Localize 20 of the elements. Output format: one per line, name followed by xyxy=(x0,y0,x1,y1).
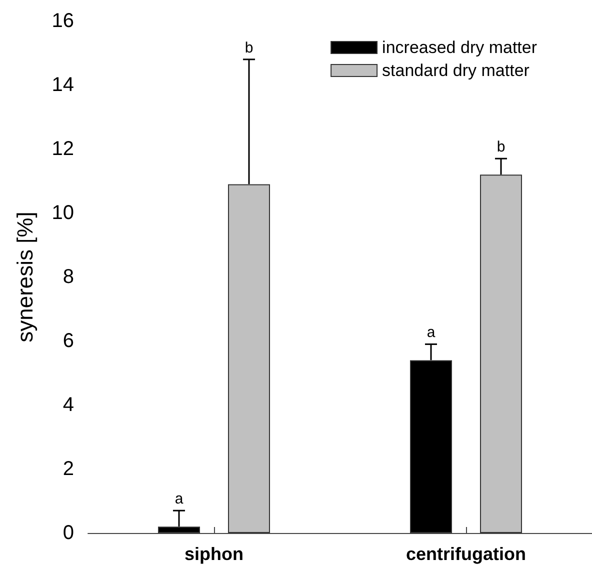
annotation: b xyxy=(496,138,506,156)
y-tick-label: 2 xyxy=(62,458,74,480)
y-tick-label: 14 xyxy=(52,74,74,96)
annotation: a xyxy=(174,490,184,508)
x-tick-label: centrifugation xyxy=(406,544,526,564)
annotation: b xyxy=(244,39,254,56)
y-tick-label: 4 xyxy=(62,394,74,416)
y-tick-label: 10 xyxy=(52,202,74,224)
legend-label: standard dry matter xyxy=(382,61,530,80)
legend-label: increased dry matter xyxy=(382,38,538,57)
y-tick-label: 16 xyxy=(52,10,74,32)
bar xyxy=(480,174,522,533)
y-tick-label: 8 xyxy=(62,266,74,288)
y-tick-label: 6 xyxy=(62,330,74,352)
x-tick-label: siphon xyxy=(184,544,244,564)
y-axis-title: syneresis [%] xyxy=(12,212,38,342)
y-tick-label: 0 xyxy=(62,522,74,544)
bar xyxy=(228,184,270,533)
annotation: a xyxy=(426,324,436,342)
y-tick-label: 12 xyxy=(52,138,74,160)
